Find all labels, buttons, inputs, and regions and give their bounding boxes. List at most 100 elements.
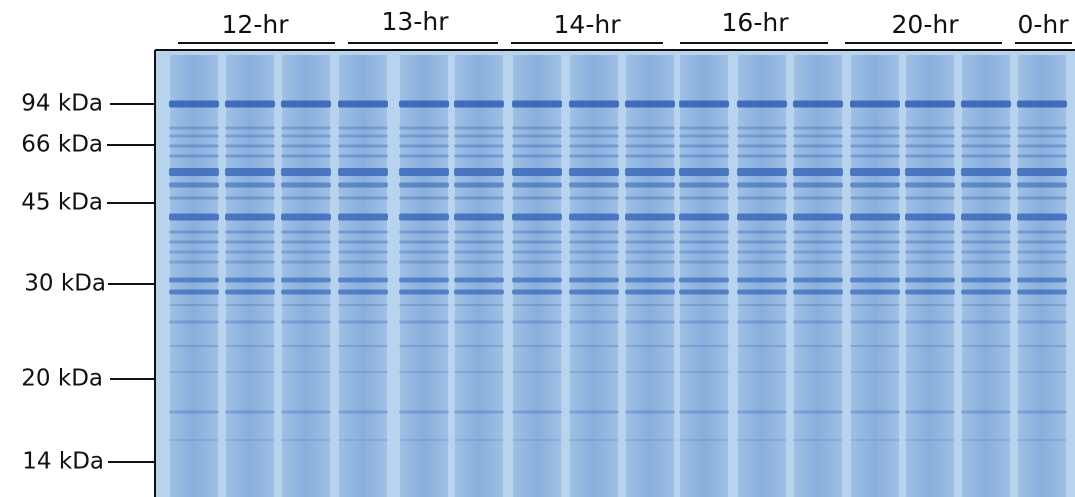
protein-band [225, 154, 275, 158]
marker-label: 66 kDa [21, 132, 103, 158]
protein-band [961, 320, 1011, 324]
protein-band [625, 289, 675, 295]
protein-band [679, 250, 729, 254]
protein-band [961, 371, 1011, 373]
protein-band [281, 168, 331, 176]
protein-band [454, 182, 504, 188]
protein-band [225, 230, 275, 234]
protein-band [225, 320, 275, 324]
protein-band [679, 410, 729, 414]
protein-band [793, 410, 843, 414]
protein-band [1017, 320, 1067, 324]
protein-band [454, 240, 504, 244]
protein-band [169, 371, 219, 373]
protein-band [905, 260, 955, 264]
protein-band [225, 213, 275, 221]
protein-band [281, 345, 331, 347]
lane [170, 55, 218, 497]
protein-band [625, 250, 675, 254]
protein-band [454, 371, 504, 373]
protein-band [281, 126, 331, 130]
protein-band [338, 277, 388, 283]
protein-band [569, 304, 619, 306]
protein-band [169, 240, 219, 244]
protein-band [737, 134, 787, 138]
protein-band [225, 126, 275, 130]
protein-band [454, 260, 504, 264]
protein-band [225, 439, 275, 441]
lane-group-labels: 12-hr 13-hr 14-hr 16-hr 20-hr 0-hr [178, 7, 1072, 44]
protein-band [569, 134, 619, 138]
lane [1018, 55, 1066, 497]
protein-band [569, 410, 619, 414]
protein-band [679, 345, 729, 347]
protein-band [338, 182, 388, 188]
protein-band [679, 260, 729, 264]
protein-band [338, 144, 388, 148]
protein-band [454, 213, 504, 221]
protein-band [961, 410, 1011, 414]
protein-band [281, 410, 331, 414]
protein-band [737, 320, 787, 324]
protein-band [961, 289, 1011, 295]
protein-band [905, 196, 955, 200]
protein-band [169, 345, 219, 347]
protein-band [625, 168, 675, 176]
protein-band [512, 100, 562, 108]
protein-band [793, 154, 843, 158]
protein-band [793, 371, 843, 373]
protein-band [454, 168, 504, 176]
protein-band [225, 260, 275, 264]
protein-band [1017, 182, 1067, 188]
protein-band [399, 304, 449, 306]
protein-band [569, 168, 619, 176]
lane [794, 55, 842, 497]
protein-band [961, 250, 1011, 254]
protein-band [850, 320, 900, 324]
lane [513, 55, 561, 497]
protein-band [905, 289, 955, 295]
protein-band [169, 196, 219, 200]
protein-band [961, 196, 1011, 200]
protein-band [512, 345, 562, 347]
lane [282, 55, 330, 497]
protein-band [512, 230, 562, 234]
protein-band [281, 260, 331, 264]
protein-band [338, 345, 388, 347]
protein-band [961, 134, 1011, 138]
protein-band [281, 100, 331, 108]
protein-band [793, 230, 843, 234]
protein-band [679, 154, 729, 158]
protein-band [169, 230, 219, 234]
protein-band [905, 126, 955, 130]
protein-band [169, 320, 219, 324]
protein-band [512, 410, 562, 414]
lane-group-label: 13-hr [382, 7, 450, 36]
protein-band [281, 250, 331, 254]
protein-band [169, 213, 219, 221]
protein-band [737, 154, 787, 158]
protein-band [905, 304, 955, 306]
protein-band [338, 260, 388, 264]
protein-band [793, 240, 843, 244]
protein-band [905, 154, 955, 158]
protein-band [399, 213, 449, 221]
protein-band [281, 371, 331, 373]
protein-band [225, 240, 275, 244]
lane-group-label: 16-hr [722, 8, 790, 37]
protein-band [169, 154, 219, 158]
protein-band [1017, 439, 1067, 441]
protein-band [737, 100, 787, 108]
protein-band [905, 240, 955, 244]
protein-band [850, 196, 900, 200]
protein-band [281, 134, 331, 138]
protein-band [281, 240, 331, 244]
protein-band [569, 260, 619, 264]
protein-band [850, 240, 900, 244]
marker-labels: 94 kDa 66 kDa 45 kDa 30 kDa 20 kDa 14 kD… [21, 91, 155, 475]
protein-band [512, 304, 562, 306]
protein-band [961, 277, 1011, 283]
protein-band [399, 144, 449, 148]
protein-band [512, 260, 562, 264]
protein-band [737, 371, 787, 373]
